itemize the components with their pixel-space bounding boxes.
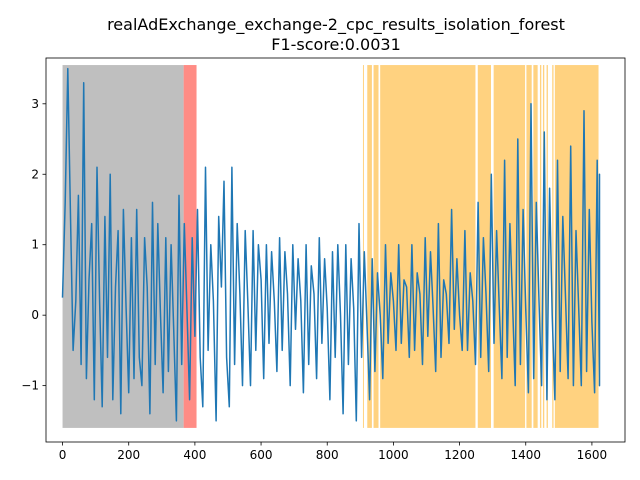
y-tick-label-3: 2 xyxy=(31,167,39,181)
y-tick-label-4: 3 xyxy=(31,97,39,111)
highlight-region-10 xyxy=(539,65,542,428)
y-tick-label-1: 0 xyxy=(31,308,39,322)
x-tick-label-8: 1600 xyxy=(577,448,608,462)
y-tick-label-0: −1 xyxy=(21,379,39,393)
x-tick-label-7: 1400 xyxy=(510,448,541,462)
highlight-region-1 xyxy=(183,65,197,428)
highlight-region-3 xyxy=(367,65,372,428)
axes-layer: 0 200 400 600 800 1000 1200 1400 1600 −1 0 1 2 3 xyxy=(21,57,626,462)
chart-subtitle: F1-score:0.0031 xyxy=(271,35,401,54)
x-tick-label-5: 1000 xyxy=(378,448,409,462)
highlight-region-13 xyxy=(552,65,554,428)
x-tick-label-1: 200 xyxy=(117,448,140,462)
highlight-region-2 xyxy=(362,65,364,428)
x-tick-label-6: 1200 xyxy=(444,448,475,462)
chart-title: realAdExchange_exchange-2_cpc_results_is… xyxy=(107,15,565,35)
axes-frame xyxy=(45,57,626,443)
x-tick-label-0: 0 xyxy=(59,448,67,462)
series-layer xyxy=(61,67,601,422)
x-tick-label-4: 800 xyxy=(316,448,339,462)
highlight-region-4 xyxy=(373,65,379,428)
y-tick-label-2: 1 xyxy=(31,238,39,252)
highlight-region-12 xyxy=(546,65,548,428)
highlight-region-5 xyxy=(380,65,476,428)
x-tick-label-3: 600 xyxy=(250,448,273,462)
x-tick-label-2: 400 xyxy=(183,448,206,462)
series-line xyxy=(61,67,601,422)
